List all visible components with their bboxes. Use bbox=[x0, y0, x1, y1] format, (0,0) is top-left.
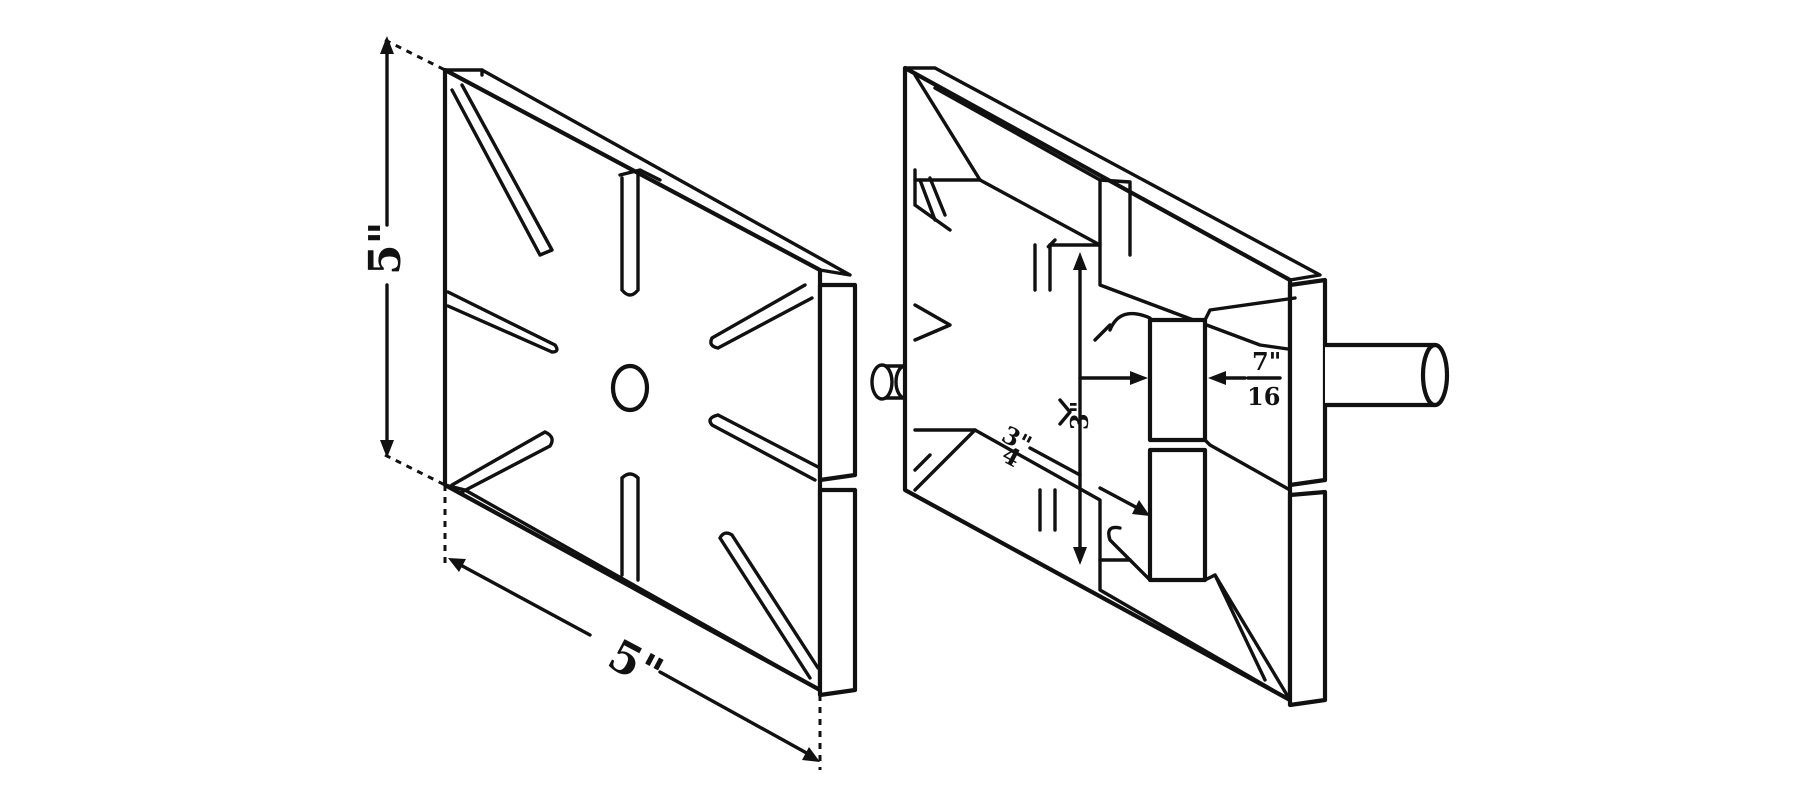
arrow-down-icon bbox=[380, 440, 394, 458]
center-boss-upper bbox=[1147, 317, 1208, 443]
left-plate bbox=[442, 67, 858, 698]
left-plate-slots bbox=[446, 83, 822, 680]
center-hole bbox=[610, 363, 650, 413]
depth-dimension: 7" 16 bbox=[1078, 347, 1282, 411]
arrow-right-icon bbox=[1130, 371, 1148, 385]
arrow-left-icon bbox=[1208, 371, 1226, 385]
arrow-right-icon bbox=[802, 747, 820, 762]
depth-label-denominator: 16 bbox=[1247, 382, 1280, 411]
gap-label: 3" bbox=[1065, 401, 1094, 430]
arrow-up-icon bbox=[1073, 252, 1087, 270]
right-plate bbox=[902, 65, 1450, 708]
arrow-right-icon bbox=[1132, 500, 1150, 516]
arrow-left-icon bbox=[448, 558, 466, 572]
gap-dimension: 3" bbox=[1058, 398, 1094, 470]
left-plate-face bbox=[442, 67, 823, 693]
left-plate-right-edge-lower bbox=[817, 487, 858, 698]
arrow-down-icon bbox=[1073, 547, 1087, 565]
height-label: 5" bbox=[360, 221, 411, 275]
width-label: 5" bbox=[600, 630, 671, 700]
center-boss-lower bbox=[1147, 447, 1208, 583]
arrow-up-icon bbox=[380, 36, 394, 54]
height-dimension: 5" bbox=[360, 36, 446, 487]
left-plate-right-edge-upper bbox=[817, 282, 858, 483]
shaft bbox=[1322, 342, 1438, 408]
left-plate-top-rim bbox=[443, 68, 852, 277]
depth-label-numerator: 7" bbox=[1252, 347, 1281, 376]
